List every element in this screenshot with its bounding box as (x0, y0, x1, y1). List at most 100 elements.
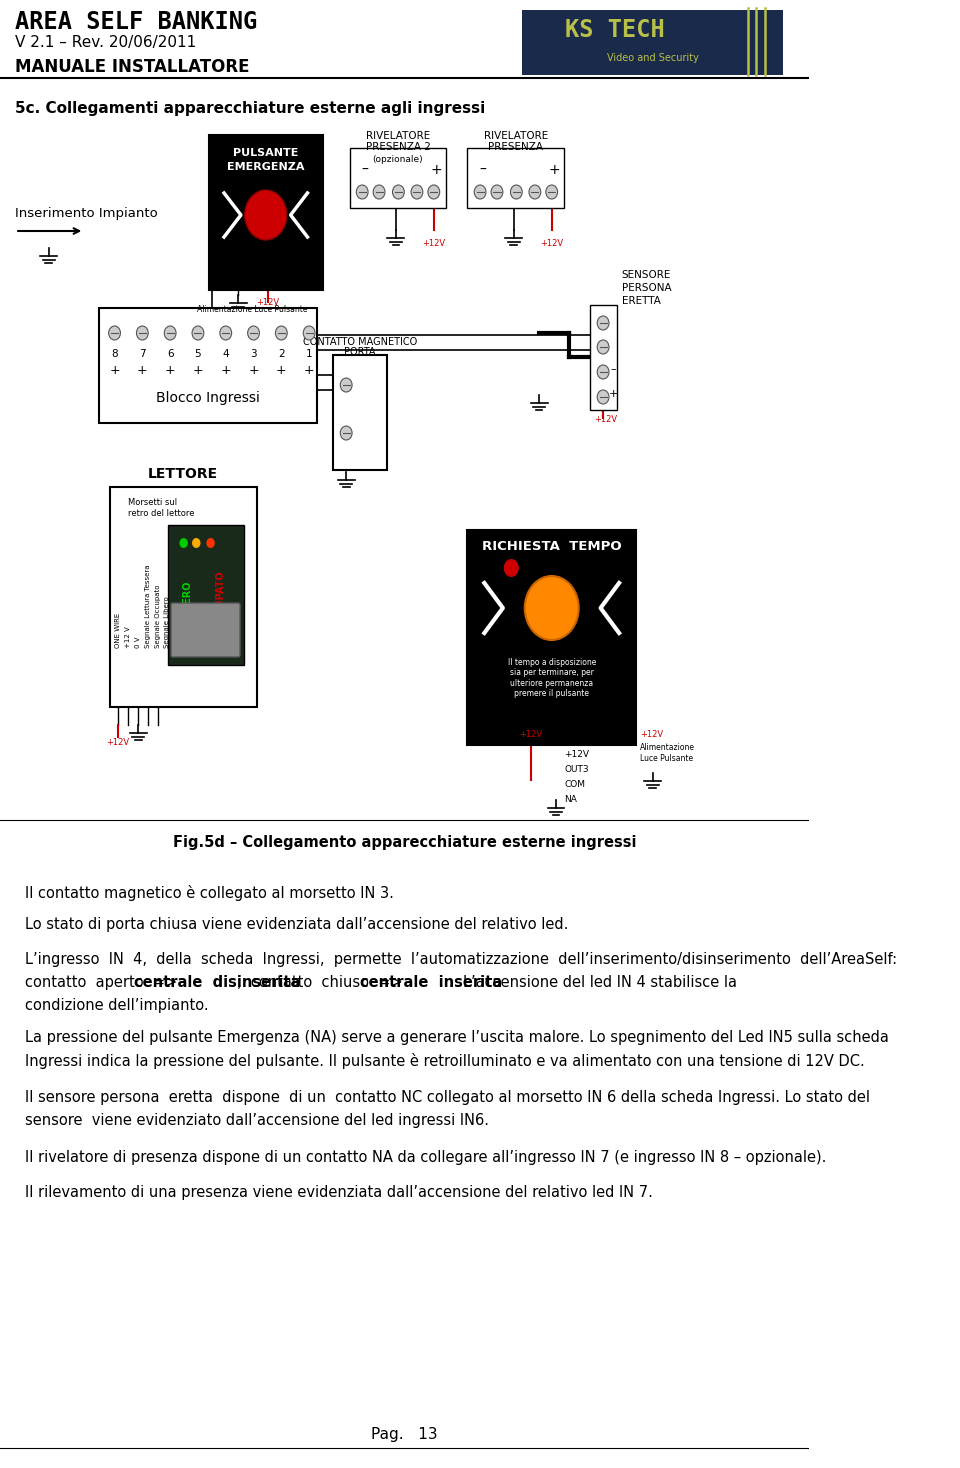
Text: 5: 5 (195, 349, 202, 360)
Bar (468, 530, 636, 744)
Text: contatto  aperto  =>: contatto aperto => (25, 975, 187, 989)
Text: +: + (548, 163, 560, 178)
Circle shape (597, 390, 609, 404)
Text: +12V: +12V (422, 239, 445, 248)
Text: +12V: +12V (640, 730, 663, 738)
Text: .  L’accensione del led IN 4 stabilisce la: . L’accensione del led IN 4 stabilisce l… (449, 975, 737, 989)
Bar (349, 148, 446, 208)
Bar (209, 135, 323, 291)
Circle shape (340, 426, 352, 440)
Text: Blocco Ingressi: Blocco Ingressi (156, 390, 260, 405)
Text: 0 V: 0 V (135, 637, 141, 647)
Text: +: + (609, 389, 618, 399)
Text: PRESENZA 2: PRESENZA 2 (366, 142, 430, 153)
Circle shape (492, 185, 503, 200)
Circle shape (373, 185, 385, 200)
Text: 4: 4 (223, 349, 229, 360)
Text: +: + (109, 364, 120, 376)
Text: MANUALE INSTALLATORE: MANUALE INSTALLATORE (15, 59, 250, 76)
Text: PRESENZA: PRESENZA (489, 142, 543, 153)
Bar (100, 308, 317, 423)
Text: Ingressi indica la pressione del pulsante. Il pulsante è retroilluminato e va al: Ingressi indica la pressione del pulsant… (25, 1053, 865, 1069)
Circle shape (220, 326, 231, 341)
Text: KS TECH: KS TECH (565, 18, 664, 43)
Text: Inserimento Impianto: Inserimento Impianto (15, 207, 157, 220)
Circle shape (180, 537, 188, 548)
Circle shape (108, 326, 120, 341)
Circle shape (393, 185, 404, 200)
Text: +: + (303, 364, 315, 376)
Circle shape (340, 377, 352, 392)
Circle shape (248, 326, 259, 341)
Text: 6: 6 (167, 349, 174, 360)
Text: Segnale Lettura Tessera: Segnale Lettura Tessera (145, 565, 152, 647)
Bar (589, 305, 616, 410)
Text: RIVELATORE: RIVELATORE (484, 131, 548, 141)
Text: Pag.   13: Pag. 13 (371, 1427, 438, 1443)
Circle shape (597, 316, 609, 330)
Text: OUT3: OUT3 (564, 765, 589, 774)
Text: OCCUPATO: OCCUPATO (216, 571, 226, 630)
Circle shape (206, 537, 215, 548)
Circle shape (525, 575, 579, 640)
Circle shape (136, 326, 148, 341)
Text: retro del lettore: retro del lettore (128, 509, 195, 518)
Text: centrale  disinserita: centrale disinserita (133, 975, 300, 989)
Circle shape (546, 185, 558, 200)
Text: +12V: +12V (519, 730, 542, 738)
Text: –: – (479, 163, 486, 178)
Bar (168, 526, 244, 665)
Text: +12V: +12V (540, 239, 564, 248)
Text: Segnale Occupato: Segnale Occupato (156, 584, 161, 647)
Text: RICHIESTA  TEMPO: RICHIESTA TEMPO (482, 540, 621, 552)
Circle shape (529, 185, 540, 200)
Text: LETTORE: LETTORE (148, 467, 218, 482)
Text: L’ingresso  IN  4,  della  scheda  Ingressi,  permette  l’automatizzazione  dell: L’ingresso IN 4, della scheda Ingressi, … (25, 953, 898, 967)
Text: 3: 3 (251, 349, 257, 360)
Text: Fig.5d – Collegamento apparecchiature esterne ingressi: Fig.5d – Collegamento apparecchiature es… (173, 834, 636, 850)
Text: –: – (611, 364, 616, 374)
Text: SENSORE: SENSORE (622, 270, 671, 280)
Text: AREA SELF BANKING: AREA SELF BANKING (15, 10, 257, 34)
Text: Video and Security: Video and Security (607, 53, 699, 63)
Text: Morsetti sul: Morsetti sul (128, 498, 178, 506)
Bar (468, 148, 564, 208)
Bar (333, 355, 388, 470)
Circle shape (192, 326, 204, 341)
Text: Il sensore persona  eretta  dispone  di un  contatto NC collegato al morsetto IN: Il sensore persona eretta dispone di un … (25, 1091, 871, 1105)
Bar (109, 487, 257, 708)
Text: +: + (430, 163, 443, 178)
Text: CONTATTO MAGNETICO: CONTATTO MAGNETICO (303, 338, 418, 346)
Text: sensore  viene evidenziato dall’accensione del led ingressi IN6.: sensore viene evidenziato dall’accension… (25, 1113, 490, 1127)
Circle shape (356, 185, 368, 200)
Text: Il contatto magnetico è collegato al morsetto IN 3.: Il contatto magnetico è collegato al mor… (25, 885, 395, 901)
Text: 1: 1 (306, 349, 312, 360)
Text: Il rilevamento di una presenza viene evidenziata dall’accensione del relativo le: Il rilevamento di una presenza viene evi… (25, 1185, 653, 1199)
Text: ONE WIRE: ONE WIRE (115, 612, 121, 647)
Circle shape (597, 366, 609, 379)
Circle shape (597, 341, 609, 354)
Text: Alimentazione Luce Pulsante: Alimentazione Luce Pulsante (198, 305, 308, 314)
Text: PERSONA: PERSONA (622, 283, 671, 294)
Text: EMERGENZA: EMERGENZA (227, 161, 304, 172)
Text: PULSANTE: PULSANTE (233, 148, 299, 159)
Text: (opzionale): (opzionale) (372, 154, 423, 163)
Circle shape (474, 185, 486, 200)
Text: PORTA: PORTA (345, 346, 376, 357)
Text: +: + (193, 364, 204, 376)
Circle shape (276, 326, 287, 341)
Circle shape (303, 326, 315, 341)
Text: +12 V: +12 V (125, 627, 131, 647)
Text: +: + (137, 364, 148, 376)
Text: V 2.1 – Rev. 20/06/2011: V 2.1 – Rev. 20/06/2011 (15, 35, 197, 50)
Text: +12V: +12V (107, 738, 130, 747)
Text: Alimentazione: Alimentazione (640, 743, 695, 752)
Text: +: + (165, 364, 176, 376)
Text: Il rivelatore di presenza dispone di un contatto NA da collegare all’ingresso IN: Il rivelatore di presenza dispone di un … (25, 1149, 827, 1166)
Text: La pressione del pulsante Emergenza (NA) serve a generare l’uscita malore. Lo sp: La pressione del pulsante Emergenza (NA)… (25, 1031, 889, 1045)
Text: LIBERO: LIBERO (182, 580, 192, 619)
Text: 5c. Collegamenti apparecchiature esterne agli ingressi: 5c. Collegamenti apparecchiature esterne… (15, 100, 486, 116)
Text: ,  contatto  chiuso  =>: , contatto chiuso => (237, 975, 412, 989)
Circle shape (164, 326, 176, 341)
Text: ERETTA: ERETTA (622, 297, 660, 305)
